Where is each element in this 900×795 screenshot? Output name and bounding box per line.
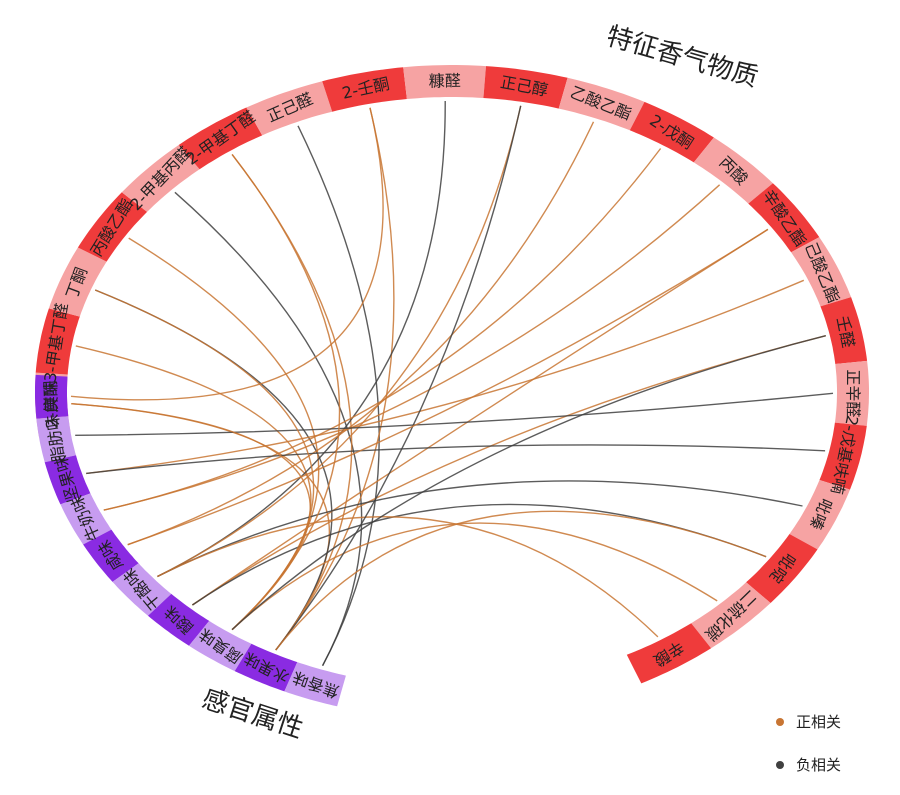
compound-segment <box>322 67 407 112</box>
compound-segment <box>178 107 263 170</box>
negative-correlation-link <box>297 125 380 667</box>
compound-segment <box>483 66 568 109</box>
compound-segment <box>746 534 818 603</box>
positive-correlation-link <box>275 510 767 651</box>
legend: 正相关 负相关 <box>776 713 841 774</box>
compound-segment <box>35 308 80 375</box>
sense-segment <box>189 620 252 672</box>
positive-correlation-link <box>231 522 718 631</box>
positive-correlation-link <box>157 105 522 578</box>
positive-correlation-link <box>86 279 805 475</box>
negative-correlation-link <box>86 444 826 475</box>
links-layer <box>70 100 834 667</box>
compound-segment <box>834 360 869 426</box>
sense-segment <box>148 593 210 646</box>
legend-negative-marker <box>776 761 784 769</box>
positive-correlation-link <box>231 153 341 631</box>
negative-correlation-link <box>157 480 803 578</box>
positive-correlation-link <box>275 107 395 651</box>
compound-segment <box>791 237 852 307</box>
compound-segment <box>403 65 486 99</box>
positive-correlation-link <box>127 121 595 546</box>
compounds-group-title: 特征香气物质 <box>603 21 761 93</box>
sense-segment <box>36 416 76 463</box>
compound-segment <box>77 192 148 262</box>
positive-correlation-link <box>157 516 659 638</box>
compound-segment <box>629 101 714 163</box>
compound-label: 正辛醛 <box>843 369 862 417</box>
legend-positive-marker <box>776 718 784 726</box>
positive-correlation-link <box>192 228 769 606</box>
positive-correlation-link <box>70 107 384 401</box>
positive-correlation-link <box>103 184 721 511</box>
sense-segment <box>284 662 346 707</box>
positive-correlation-link <box>127 228 769 546</box>
sense-segment <box>112 563 172 616</box>
compound-segment <box>748 183 820 253</box>
legend-negative-label: 负相关 <box>796 756 841 774</box>
legend-positive-label: 正相关 <box>796 713 841 731</box>
negative-correlation-link <box>157 100 446 578</box>
compound-label: 糠醛 <box>429 71 461 91</box>
sense-segment <box>234 643 298 692</box>
positive-correlation-link <box>231 153 353 651</box>
positive-correlation-link <box>71 403 311 631</box>
compound-segment <box>626 623 712 684</box>
negative-correlation-link <box>75 392 834 436</box>
negative-correlation-link <box>174 191 363 667</box>
compound-segment <box>693 137 773 204</box>
compound-segment <box>246 81 333 136</box>
compound-segment <box>819 422 867 490</box>
sense-segment <box>60 493 112 545</box>
compound-segment <box>558 77 645 131</box>
positive-correlation-link <box>103 148 662 511</box>
compound-segment <box>121 145 200 212</box>
segments-layer <box>35 65 869 707</box>
compound-segment <box>789 480 850 550</box>
sense-segment <box>35 374 69 419</box>
sense-segment <box>44 455 91 505</box>
negative-correlation-link <box>275 105 522 651</box>
sense-label: 鲜味 <box>41 380 61 412</box>
sense-segment <box>83 529 139 582</box>
negative-correlation-link <box>231 335 826 631</box>
compound-segment <box>48 247 107 317</box>
compound-label: 2-庚酮 <box>41 380 62 429</box>
compound-segment <box>820 297 868 364</box>
compound-segment <box>691 582 771 649</box>
